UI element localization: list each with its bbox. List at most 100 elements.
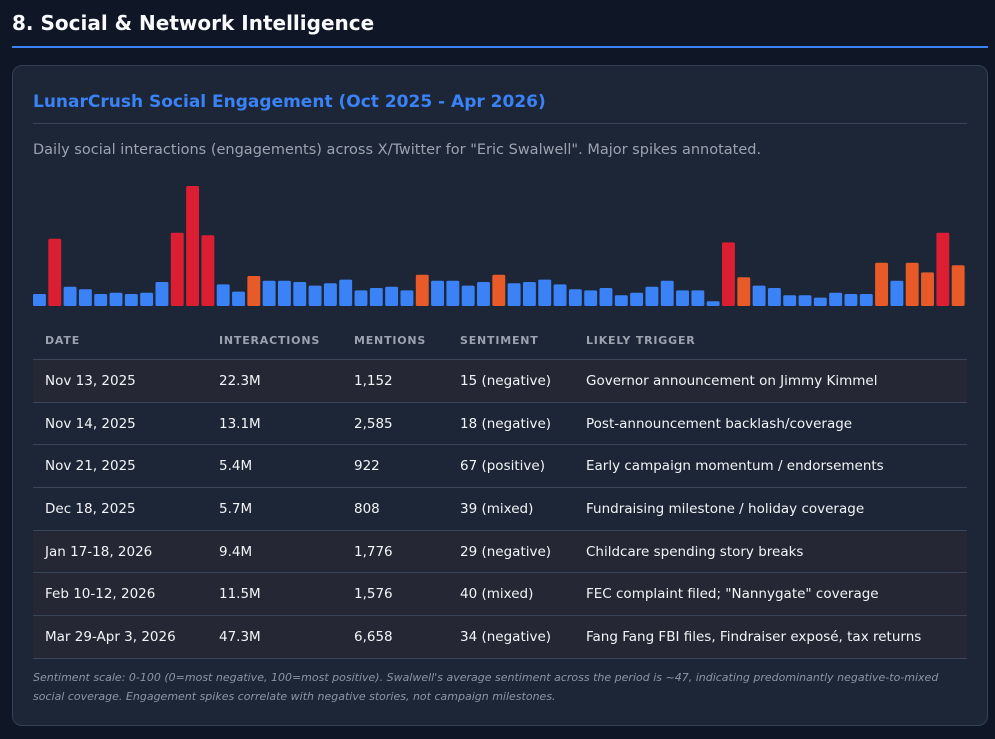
cell-trigger: Governor announcement on Jimmy Kimmel <box>574 359 967 403</box>
cell-interactions: 13.1M <box>207 402 342 446</box>
engagement-bar <box>415 274 429 306</box>
engagement-bar <box>859 294 873 306</box>
engagement-bar <box>737 277 751 306</box>
cell-trigger: Fundraising milestone / holiday coverage <box>574 487 967 531</box>
table-row: Jan 17-18, 2026 9.4M 1,776 29 (negative)… <box>33 530 967 574</box>
cell-sentiment: 15 (negative) <box>448 359 574 403</box>
engagement-bar <box>232 291 245 306</box>
section-header: 8. Social & Network Intelligence <box>12 8 988 48</box>
engagement-bar <box>798 295 812 306</box>
cell-sentiment: 29 (negative) <box>448 530 574 574</box>
engagement-bar <box>921 272 934 306</box>
engagement-bar <box>676 290 689 306</box>
engagement-bar <box>33 294 46 306</box>
engagement-bar <box>905 262 919 306</box>
engagement-bar <box>752 285 766 306</box>
cell-trigger: Early campaign momentum / endorsements <box>574 444 967 489</box>
cell-sentiment: 40 (mixed) <box>448 572 574 617</box>
engagement-bar <box>78 289 92 306</box>
card-title: LunarCrush Social Engagement (Oct 2025 -… <box>33 88 967 124</box>
engagement-bar <box>216 284 230 306</box>
table-row: Feb 10-12, 2026 11.5M 1,576 40 (mixed) F… <box>33 572 967 617</box>
engagement-bar <box>477 282 490 306</box>
engagement-bar <box>599 288 613 306</box>
cell-date: Mar 29-Apr 3, 2026 <box>33 615 207 659</box>
engagement-bar <box>706 301 720 306</box>
cell-mentions: 1,776 <box>342 530 448 574</box>
engagement-bar <box>109 292 123 306</box>
engagement-bar <box>660 280 674 306</box>
engagement-bar <box>293 282 307 306</box>
cell-sentiment: 34 (negative) <box>448 615 574 659</box>
engagement-card: LunarCrush Social Engagement (Oct 2025 -… <box>12 65 988 726</box>
cell-mentions: 1,152 <box>342 359 448 403</box>
cell-interactions: 22.3M <box>207 359 342 403</box>
engagement-bar <box>890 280 904 306</box>
cell-date: Feb 10-12, 2026 <box>33 572 207 617</box>
header-sentiment: SENTIMENT <box>448 321 574 360</box>
engagement-bar <box>277 280 291 306</box>
engagement-bar <box>522 282 536 306</box>
engagement-bar <box>844 294 858 306</box>
engagement-bar <box>829 292 843 306</box>
engagement-bar <box>94 294 108 306</box>
engagement-bar <box>691 290 705 306</box>
engagement-bar <box>400 290 414 306</box>
cell-trigger: Fang Fang FBI files, Findraiser exposé, … <box>574 615 967 659</box>
engagement-bar <box>155 282 169 306</box>
engagement-bar <box>446 280 460 306</box>
bar-chart-svg <box>33 186 965 306</box>
engagement-bar <box>262 280 276 306</box>
cell-sentiment: 39 (mixed) <box>448 487 574 531</box>
engagement-bar <box>247 276 261 306</box>
header-trigger: LIKELY TRIGGER <box>574 321 967 360</box>
cell-trigger: Childcare spending story breaks <box>574 530 967 574</box>
engagement-bar <box>538 279 552 306</box>
engagement-bar <box>124 294 138 306</box>
card-description: Daily social interactions (engagements) … <box>33 142 762 158</box>
table-row: Nov 13, 2025 22.3M 1,152 15 (negative) G… <box>33 359 967 403</box>
cell-mentions: 922 <box>342 444 448 489</box>
engagement-bar <box>385 286 399 306</box>
engagement-bar <box>936 232 950 306</box>
cell-date: Dec 18, 2025 <box>33 487 207 531</box>
engagement-bar <box>339 279 353 306</box>
cell-trigger: Post-announcement backlash/coverage <box>574 402 967 446</box>
cell-mentions: 808 <box>342 487 448 531</box>
table-header-row: DATE INTERACTIONS MENTIONS SENTIMENT LIK… <box>33 321 967 360</box>
cell-interactions: 5.7M <box>207 487 342 531</box>
engagement-bar <box>461 285 475 306</box>
engagement-bar-chart <box>33 181 967 307</box>
engagement-bar <box>813 297 827 306</box>
engagement-bar <box>201 235 215 306</box>
header-interactions: INTERACTIONS <box>207 321 342 360</box>
engagement-bar <box>186 186 200 306</box>
engagement-bar <box>354 290 368 306</box>
table-row: Nov 14, 2025 13.1M 2,585 18 (negative) P… <box>33 402 967 446</box>
engagement-bar <box>140 292 154 306</box>
engagement-bar <box>722 242 735 306</box>
cell-date: Nov 14, 2025 <box>33 402 207 446</box>
engagement-bar <box>492 274 506 306</box>
engagement-bar <box>951 265 965 306</box>
cell-interactions: 5.4M <box>207 444 342 489</box>
engagement-bar <box>875 262 889 306</box>
cell-mentions: 1,576 <box>342 572 448 617</box>
engagement-bar <box>507 283 521 306</box>
engagement-bar <box>568 289 582 306</box>
cell-interactions: 11.5M <box>207 572 342 617</box>
engagement-bar <box>767 288 781 306</box>
cell-trigger: FEC complaint filed; "Nannygate" coverag… <box>574 572 967 617</box>
spike-table: DATE INTERACTIONS MENTIONS SENTIMENT LIK… <box>33 321 967 659</box>
engagement-bar <box>584 290 598 306</box>
cell-mentions: 2,585 <box>342 402 448 446</box>
engagement-bar <box>63 286 77 306</box>
engagement-bar <box>170 232 184 306</box>
cell-sentiment: 18 (negative) <box>448 402 574 446</box>
engagement-bar <box>614 295 628 306</box>
engagement-bar <box>48 238 62 306</box>
cell-sentiment: 67 (positive) <box>448 444 574 489</box>
header-date: DATE <box>33 321 207 360</box>
engagement-bar <box>323 283 337 306</box>
engagement-bar <box>431 280 445 306</box>
